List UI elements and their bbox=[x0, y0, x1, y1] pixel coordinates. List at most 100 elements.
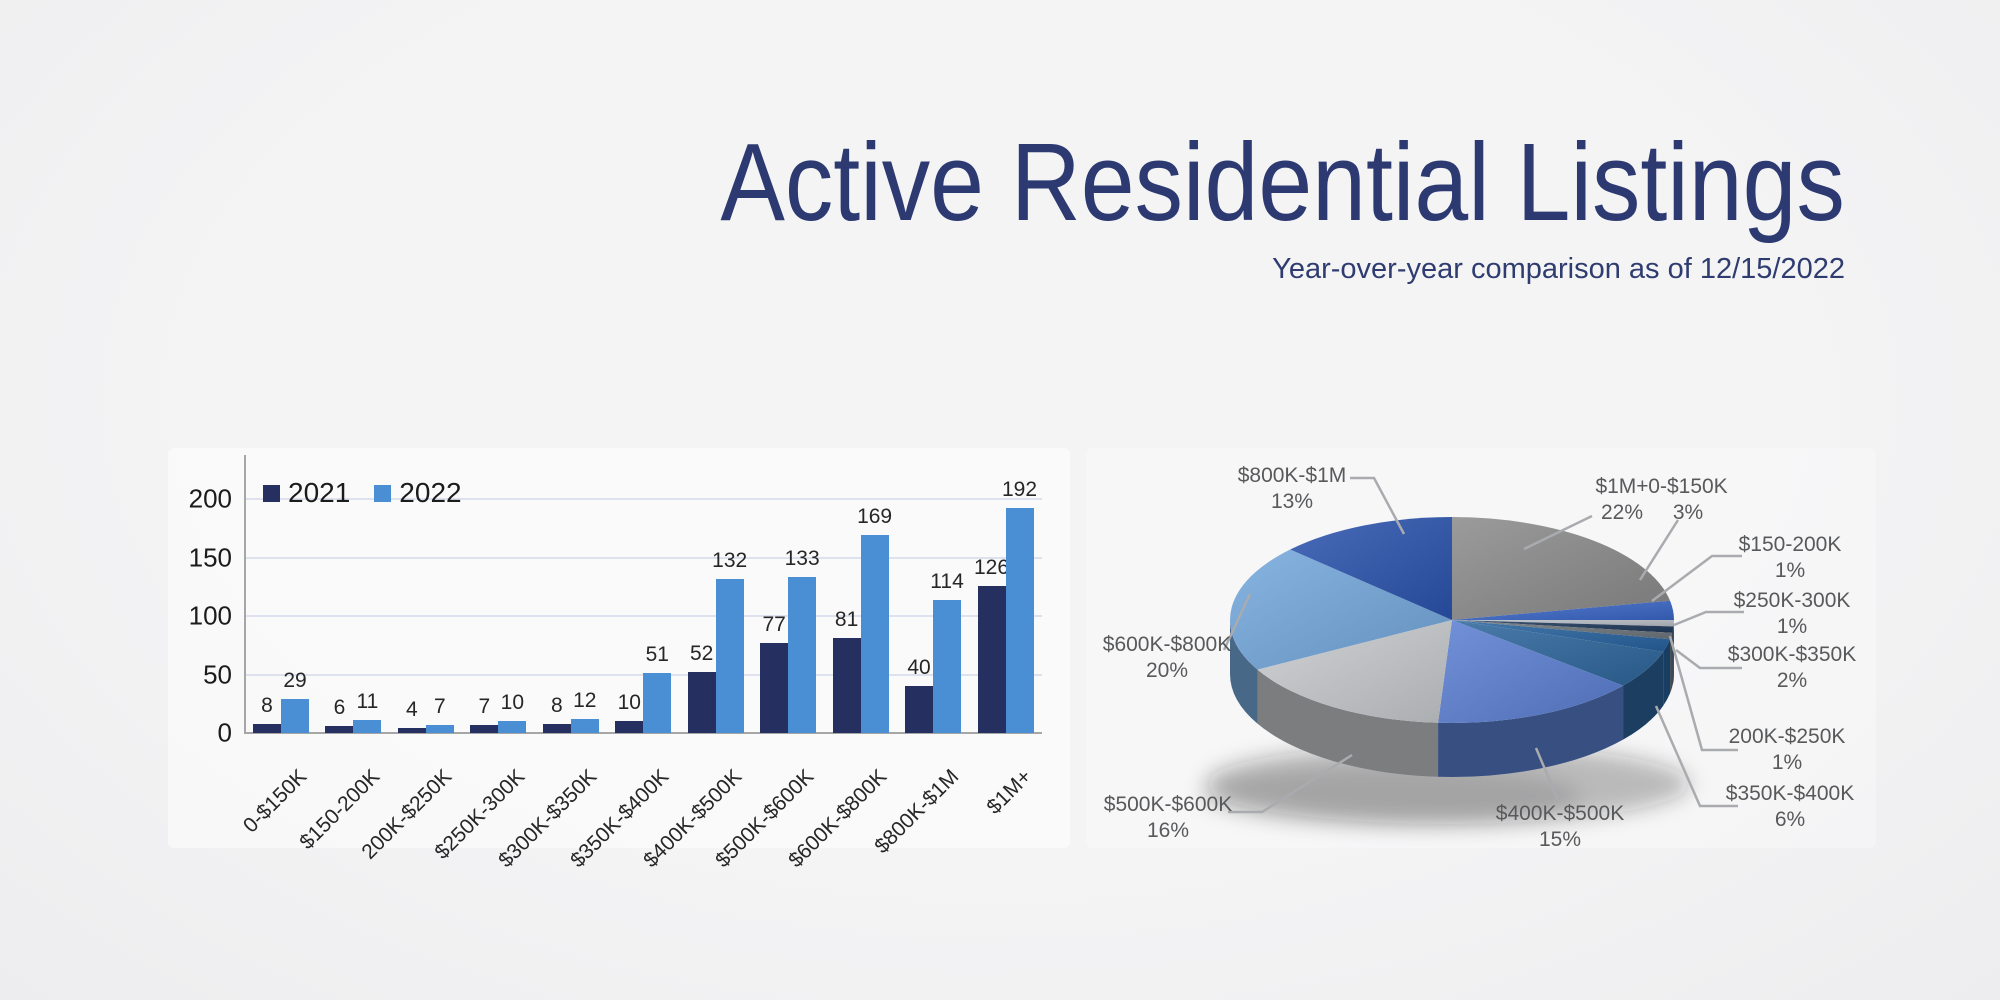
pie-slice-label-percent: 1% bbox=[1771, 751, 1803, 774]
pie-slice-label-percent: 1% bbox=[1774, 559, 1806, 582]
bar-2021 bbox=[542, 723, 571, 733]
y-axis-tick-label: 100 bbox=[188, 600, 232, 631]
bar-2021 bbox=[760, 642, 789, 733]
bar-2022 bbox=[425, 724, 454, 733]
bar-2022 bbox=[643, 673, 672, 733]
pie-slice-label: $400K-$500K 15% bbox=[1496, 801, 1624, 853]
bar-value-label: 126 bbox=[973, 555, 1010, 579]
pie-slice-side-$500K-$600K bbox=[1257, 669, 1439, 777]
page-subtitle: Year-over-year comparison as of 12/15/20… bbox=[1272, 253, 1845, 285]
pie-slice-label: $150-200K 1% bbox=[1739, 532, 1842, 584]
bar-value-label: 132 bbox=[712, 548, 748, 572]
bar-2021 bbox=[325, 725, 354, 733]
pie-slice-side-$300K-$350K bbox=[1663, 639, 1671, 706]
pie-slice-label-percent: 3% bbox=[1672, 501, 1704, 524]
pie-label-leader-line bbox=[1673, 610, 1744, 627]
bar-2022 bbox=[570, 718, 599, 733]
pie-slice-label: $800K-$1M 13% bbox=[1238, 463, 1347, 515]
pie-slice-label-text: $150-200K bbox=[1738, 533, 1842, 556]
pie-label-leader-line bbox=[1675, 649, 1742, 670]
bar-value-label: 29 bbox=[283, 669, 307, 693]
pie-slice-label-text: $350K-$400K bbox=[1725, 782, 1855, 805]
bar-2022 bbox=[1005, 508, 1034, 733]
bar-value-label: 10 bbox=[617, 691, 641, 715]
pie-shadow bbox=[1200, 766, 1580, 826]
bar-value-label: 77 bbox=[762, 612, 786, 636]
pie-slice-$800K-$1M bbox=[1290, 517, 1452, 620]
chart-panel-background bbox=[168, 448, 1070, 848]
bar-value-label: 12 bbox=[573, 688, 597, 712]
pie-label-leader-line bbox=[1523, 514, 1593, 551]
legend-swatch-2022 bbox=[374, 484, 392, 502]
pie-slice-label: $1M+ 22% bbox=[1595, 474, 1648, 526]
pie-slice-label: 0-$150K 3% bbox=[1648, 474, 1727, 526]
pie-slice-label-text: 200K-$250K bbox=[1728, 725, 1846, 748]
bar-value-label: 40 bbox=[907, 656, 931, 680]
pie-slice-$150-200K bbox=[1452, 620, 1674, 627]
legend-item-2022: 2022 bbox=[374, 477, 462, 509]
bar-2021 bbox=[615, 721, 644, 733]
bar-value-label: 169 bbox=[857, 505, 893, 529]
pie-slice-$600K-$800K bbox=[1229, 549, 1452, 670]
pie-slice-label-text: $250K-300K bbox=[1733, 589, 1851, 612]
pie-slice-label-percent: 16% bbox=[1146, 819, 1190, 842]
gridline bbox=[246, 498, 1042, 500]
bar-2021 bbox=[977, 585, 1006, 733]
pie-slice-$300K-$350K bbox=[1452, 620, 1671, 652]
pie-slice-label-percent: 15% bbox=[1538, 828, 1582, 851]
bar-chart-legend: 2021 2022 bbox=[263, 477, 462, 509]
pie-slice-label-text: $800K-$1M bbox=[1237, 464, 1347, 487]
page-title: Active Residential Listings bbox=[720, 121, 1845, 244]
pie-slice-label-percent: 2% bbox=[1776, 669, 1808, 692]
bar-value-label: 8 bbox=[550, 693, 563, 717]
y-axis-tick-label: 50 bbox=[203, 659, 232, 689]
pie-slice-label-percent: 22% bbox=[1600, 501, 1644, 524]
bar-2021 bbox=[905, 686, 934, 733]
pie-label-leader-line bbox=[1668, 635, 1738, 752]
bar-value-label: 7 bbox=[434, 694, 446, 718]
bar-value-label: 6 bbox=[333, 695, 346, 719]
pie-slice-label: $350K-$400K 6% bbox=[1726, 781, 1854, 833]
bar-2021 bbox=[253, 723, 281, 733]
bar-2021 bbox=[470, 724, 499, 733]
gridline bbox=[246, 556, 1042, 559]
pie-slice-label-percent: 6% bbox=[1774, 808, 1806, 831]
y-axis-tick-label: 0 bbox=[217, 717, 232, 748]
bar-value-label: 8 bbox=[261, 693, 273, 717]
bar-2021 bbox=[687, 672, 716, 733]
pie-slice-$1M+ bbox=[1452, 517, 1671, 620]
x-axis-line bbox=[244, 732, 1042, 734]
pie-slice-$250K-300K bbox=[1452, 620, 1673, 640]
pie-slice-label-percent: 20% bbox=[1145, 659, 1189, 682]
pie-label-leader-line bbox=[1350, 476, 1406, 535]
bar-2022 bbox=[788, 577, 817, 733]
bar-2022 bbox=[715, 578, 744, 733]
pie-label-leader-line bbox=[1654, 705, 1738, 808]
pie-label-leader-line bbox=[1534, 747, 1560, 801]
pie-slice-label-percent: 13% bbox=[1270, 490, 1314, 513]
pie-slice-0-$150K bbox=[1452, 600, 1674, 620]
legend-item-2021: 2021 bbox=[263, 477, 350, 509]
pie-slice-label-text: $500K-$600K bbox=[1103, 793, 1233, 816]
bar-value-label: 114 bbox=[930, 569, 964, 593]
y-axis-tick-label: 200 bbox=[188, 483, 232, 514]
bar-value-label: 4 bbox=[406, 698, 418, 722]
legend-label-2021: 2021 bbox=[288, 477, 351, 508]
pie-slice-side-$350K-$400K bbox=[1623, 651, 1664, 740]
bar-2022 bbox=[933, 599, 962, 733]
legend-swatch-2021 bbox=[263, 484, 280, 502]
pie-slice-label-text: $300K-$350K bbox=[1727, 643, 1857, 666]
pie-slice-$350K-$400K bbox=[1452, 620, 1664, 686]
pie-slice-label-text: 0-$150K bbox=[1648, 475, 1728, 498]
pie-label-leader-line bbox=[1222, 593, 1252, 651]
bar-2022 bbox=[353, 720, 382, 733]
pie-slice-side-200K-$250K bbox=[1672, 626, 1674, 687]
pie-slice-label: $600K-$800K 20% bbox=[1103, 632, 1231, 684]
y-axis-tick-label: 150 bbox=[188, 542, 232, 572]
pie-label-leader-line bbox=[1651, 554, 1742, 602]
pie-slice-label-text: $600K-$800K bbox=[1102, 633, 1232, 656]
pie-slice-$500K-$600K bbox=[1257, 620, 1452, 723]
pie-slice-label: $300K-$350K 2% bbox=[1728, 642, 1856, 694]
bar-value-label: 192 bbox=[1001, 478, 1038, 502]
